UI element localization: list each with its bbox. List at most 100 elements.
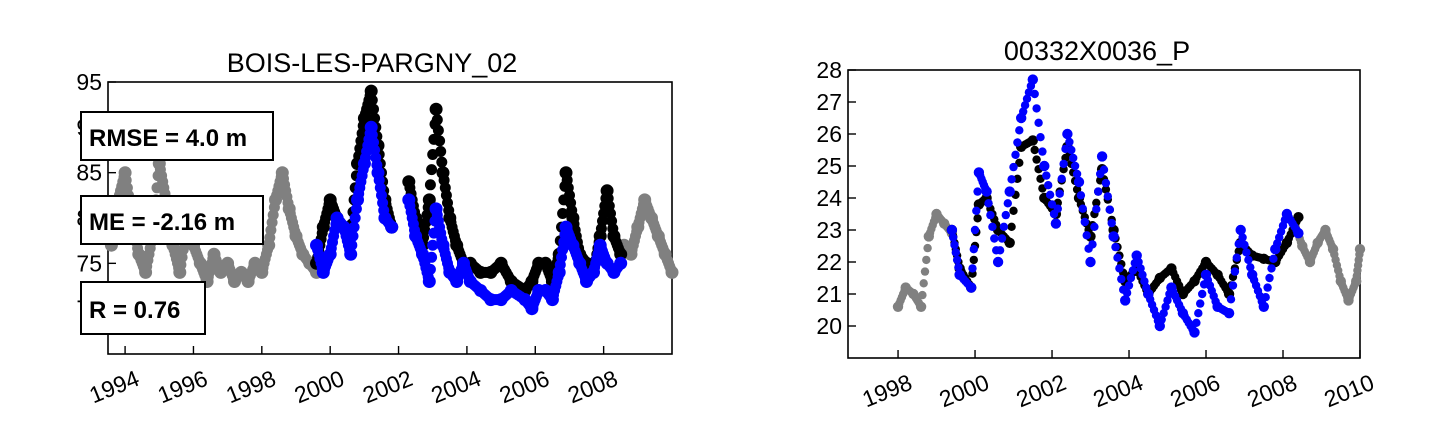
data-point-blue xyxy=(1085,256,1096,268)
data-point-blue xyxy=(1244,255,1253,265)
data-point-blue xyxy=(984,199,993,208)
x-tick-label: 2008 xyxy=(1243,369,1300,412)
data-point-blue xyxy=(1073,176,1085,188)
data-point-blue xyxy=(1117,274,1126,284)
data-point-blue xyxy=(346,239,358,251)
data-point-blue xyxy=(1039,160,1050,172)
data-point-blue xyxy=(1238,233,1247,242)
data-point-blue xyxy=(950,240,959,250)
data-point-blue xyxy=(427,239,439,251)
data-point-blue xyxy=(1011,150,1020,159)
data-point-blue xyxy=(1242,248,1251,257)
data-point-blue xyxy=(949,233,958,242)
x-tick-label: 2000 xyxy=(291,365,348,408)
data-point-blue xyxy=(1189,327,1200,338)
series-blue-right xyxy=(946,74,1304,338)
data-point-blue xyxy=(1057,174,1066,183)
data-point-grey xyxy=(918,290,927,300)
data-point-blue xyxy=(1159,309,1168,318)
data-point-blue xyxy=(1020,101,1030,110)
data-point-blue xyxy=(1015,126,1024,135)
data-point-blue xyxy=(1042,171,1051,180)
data-point-blue xyxy=(1036,133,1045,142)
data-point-blue xyxy=(1134,257,1143,267)
x-tick-label: 1998 xyxy=(858,369,915,412)
data-point-blue xyxy=(1072,169,1082,179)
data-point-black xyxy=(1007,222,1016,231)
x-tick-label: 2008 xyxy=(564,365,621,408)
data-point-blue xyxy=(1034,118,1043,128)
data-point-blue xyxy=(1027,74,1039,85)
data-point-blue xyxy=(1228,281,1238,290)
data-point-blue xyxy=(1103,192,1113,201)
data-point-blue xyxy=(954,263,963,272)
data-point-blue xyxy=(1082,231,1091,240)
data-point-blue xyxy=(1003,199,1012,208)
data-point-black xyxy=(1293,212,1304,223)
y-tick-label: 24 xyxy=(816,185,842,211)
data-point-blue xyxy=(1009,162,1018,172)
chart-panel-left: BOIS-LES-PARGNY_02 1994 1996 1998 2000 2002 2… xyxy=(76,48,679,408)
data-point-blue xyxy=(1226,295,1236,304)
data-series-group-left xyxy=(104,84,679,316)
data-point-grey xyxy=(920,267,930,276)
data-point-black xyxy=(973,214,982,223)
data-point-blue xyxy=(1115,264,1124,273)
data-point-blue xyxy=(1094,187,1103,196)
data-point-blue xyxy=(1126,273,1136,283)
data-point-blue xyxy=(1105,205,1115,214)
data-point-blue xyxy=(1076,191,1086,200)
x-tick-label: 2002 xyxy=(359,365,416,408)
data-point-black xyxy=(1101,185,1111,194)
data-point-blue xyxy=(347,230,359,242)
data-point-blue xyxy=(1055,189,1064,198)
data-point-black xyxy=(1027,135,1039,146)
data-point-blue xyxy=(988,222,997,231)
chart-title-right: 00332X0036_P xyxy=(1004,36,1190,66)
data-point-black xyxy=(432,124,444,136)
x-tick-label: 2002 xyxy=(1012,369,1069,412)
data-point-blue xyxy=(1101,178,1111,188)
data-point-blue xyxy=(968,264,977,273)
data-point-blue xyxy=(1113,253,1122,262)
data-point-blue xyxy=(1120,295,1131,306)
data-point-blue xyxy=(1044,181,1053,190)
x-tick-label: 1996 xyxy=(154,365,211,408)
data-point-blue xyxy=(966,282,977,293)
data-point-blue xyxy=(1099,165,1109,174)
x-tick-label: 1994 xyxy=(86,365,143,408)
y-tick-label: 27 xyxy=(816,89,842,115)
data-point-blue xyxy=(973,187,982,196)
data-point-blue xyxy=(1007,175,1016,184)
data-point-blue xyxy=(970,225,980,235)
data-point-blue xyxy=(997,234,1007,243)
y-tick-label: 25 xyxy=(816,153,842,179)
data-point-blue xyxy=(1038,147,1047,156)
data-point-blue xyxy=(992,256,1004,268)
data-point-blue xyxy=(1004,186,1015,197)
r-box xyxy=(80,281,206,335)
data-point-blue xyxy=(1261,293,1270,302)
data-point-blue xyxy=(1161,302,1170,311)
y-tick-label: 28 xyxy=(816,57,842,83)
data-point-blue xyxy=(1136,264,1145,273)
data-point-grey xyxy=(1354,244,1366,255)
data-point-black xyxy=(1234,247,1243,256)
chart-panel-right: 00332X0036_P 1998 2000 2002 2004 2006 2008 201… xyxy=(816,36,1377,412)
data-point-blue xyxy=(1070,161,1080,171)
data-point-blue xyxy=(1080,217,1090,227)
data-point-black xyxy=(557,208,569,219)
data-point-blue xyxy=(986,210,995,220)
data-point-black xyxy=(1004,237,1015,248)
data-point-blue xyxy=(614,256,628,270)
data-point-black xyxy=(614,247,628,261)
data-point-blue xyxy=(424,263,436,275)
data-point-blue xyxy=(1235,224,1246,236)
data-point-black xyxy=(436,156,448,168)
data-point-black xyxy=(1009,206,1018,215)
data-point-blue xyxy=(1088,240,1097,249)
x-tick-label: 2006 xyxy=(496,365,553,408)
y-tick-label: 21 xyxy=(816,281,842,307)
data-point-blue xyxy=(1293,228,1304,239)
